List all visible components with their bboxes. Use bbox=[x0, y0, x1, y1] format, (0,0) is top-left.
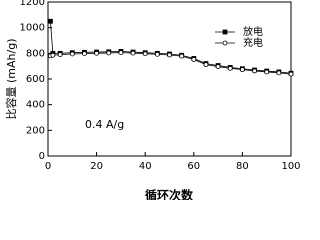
data-point bbox=[82, 51, 87, 56]
y-tick-label: 600 bbox=[26, 74, 45, 85]
data-point bbox=[252, 68, 257, 74]
data-point bbox=[154, 51, 160, 57]
x-tick-label: 40 bbox=[139, 161, 152, 172]
chart: 比容量 (mAh/g) 循环次数 0.4 A/g 020040060080010… bbox=[4, 0, 300, 201]
data-point bbox=[239, 67, 245, 73]
y-tick-label: 200 bbox=[26, 125, 45, 136]
x-tick-label: 0 bbox=[45, 161, 51, 172]
annotation: 0.4 A/g bbox=[85, 118, 124, 131]
data-point bbox=[118, 50, 124, 55]
data-point bbox=[264, 69, 270, 75]
data-point bbox=[191, 57, 197, 62]
y-tick-label: 800 bbox=[26, 48, 45, 59]
series-line bbox=[50, 21, 292, 74]
y-tick-label: 0 bbox=[39, 151, 45, 162]
y-tick-label: 1000 bbox=[20, 23, 45, 34]
data-point bbox=[69, 51, 75, 57]
x-tick-label: 60 bbox=[187, 161, 200, 172]
x-tick-label: 20 bbox=[90, 161, 103, 172]
data-point bbox=[50, 52, 56, 58]
x-tick-label: 80 bbox=[236, 161, 249, 172]
data-point bbox=[57, 52, 63, 58]
data-point bbox=[167, 52, 172, 58]
data-point bbox=[94, 50, 99, 56]
data-point bbox=[106, 50, 112, 56]
data-point bbox=[227, 65, 233, 71]
data-point bbox=[179, 53, 185, 59]
data-point bbox=[130, 50, 136, 56]
x-tick-label: 100 bbox=[281, 161, 300, 172]
y-tick-label: 400 bbox=[26, 100, 45, 111]
data-point bbox=[142, 51, 148, 57]
legend-marker bbox=[222, 40, 228, 46]
data-point bbox=[48, 18, 53, 24]
legend-box bbox=[213, 24, 289, 52]
legend-label: 放电 bbox=[243, 25, 263, 38]
series-line bbox=[50, 52, 292, 75]
x-axis-label: 循环次数 bbox=[145, 188, 194, 201]
data-point bbox=[288, 71, 294, 77]
legend-label: 充电 bbox=[243, 36, 263, 49]
data-point bbox=[215, 64, 221, 69]
y-axis-label: 比容量 (mAh/g) bbox=[4, 39, 18, 120]
y-tick-label: 1200 bbox=[20, 0, 45, 8]
data-point bbox=[276, 70, 282, 76]
data-point bbox=[203, 62, 209, 68]
legend-marker bbox=[222, 29, 228, 35]
